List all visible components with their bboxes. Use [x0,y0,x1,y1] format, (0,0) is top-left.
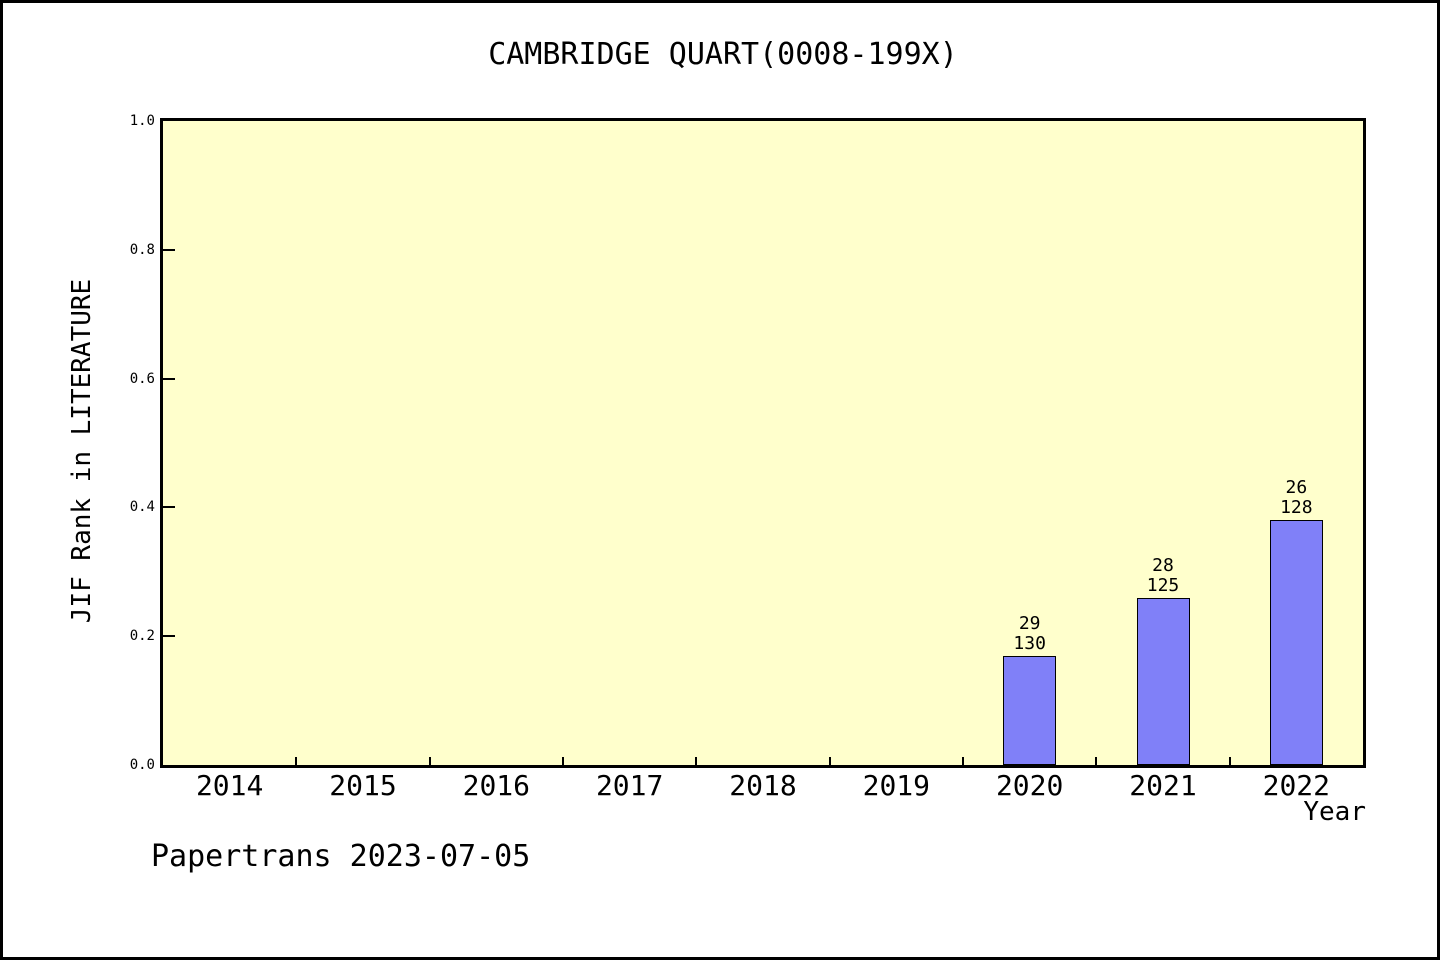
x-tick-label: 2020 [995,769,1064,802]
x-tick-label: 2018 [729,769,797,802]
x-tick-mark [695,757,698,765]
y-tick-label: 0.0 [129,757,155,773]
y-tick-mark [163,635,175,638]
x-tick-mark [1228,757,1231,765]
bar-value-label: 26 128 [1236,478,1356,518]
x-tick-mark [962,757,964,765]
y-tick-label: 0.4 [129,499,155,516]
bar-value-line: 125 [1146,574,1180,596]
x-tick-label: 2016 [462,769,531,802]
y-tick-mark [163,506,175,509]
bar-value-label: 29 130 [970,612,1090,654]
x-tick-label: 2021 [1129,769,1197,802]
bar-value-line: 28 [1152,554,1174,576]
footer-watermark: Papertrans 2023-07-05 [151,839,531,874]
x-axis-label: Year [1303,797,1366,827]
y-axis-label: JIF Rank in LITERATURE [67,278,97,624]
bar-2020 [1003,655,1057,765]
y-tick-label: 0.2 [129,628,155,645]
bar-value-label: 28 125 [1103,554,1223,596]
x-tick-mark [295,757,298,765]
bar-value-line: 128 [1280,497,1313,519]
x-tick-label: 2022 [1262,769,1331,802]
bar-2022 [1269,520,1323,765]
chart-title: CAMBRIDGE QUART(0008-199X) [488,37,958,72]
x-tick-mark [428,757,431,765]
bar-2021 [1136,597,1190,765]
y-tick-label: 0.8 [129,241,155,258]
bar-value-line: 29 [1018,612,1041,634]
bar-value-line: 26 [1285,477,1308,499]
y-tick-label: 0.6 [129,370,155,387]
bar-value-line: 130 [1013,632,1046,654]
x-tick-label: 2015 [329,769,397,802]
x-tick-label: 2014 [195,769,264,802]
x-tick-mark [828,757,831,765]
x-tick-label: 2019 [862,769,931,802]
y-tick-mark [163,377,175,380]
x-tick-label: 2017 [595,769,664,802]
plot-area [160,118,1366,768]
x-tick-mark [562,757,564,765]
y-tick-label: 1.0 [129,113,155,129]
y-tick-mark [163,248,175,251]
x-tick-mark [1095,757,1098,765]
